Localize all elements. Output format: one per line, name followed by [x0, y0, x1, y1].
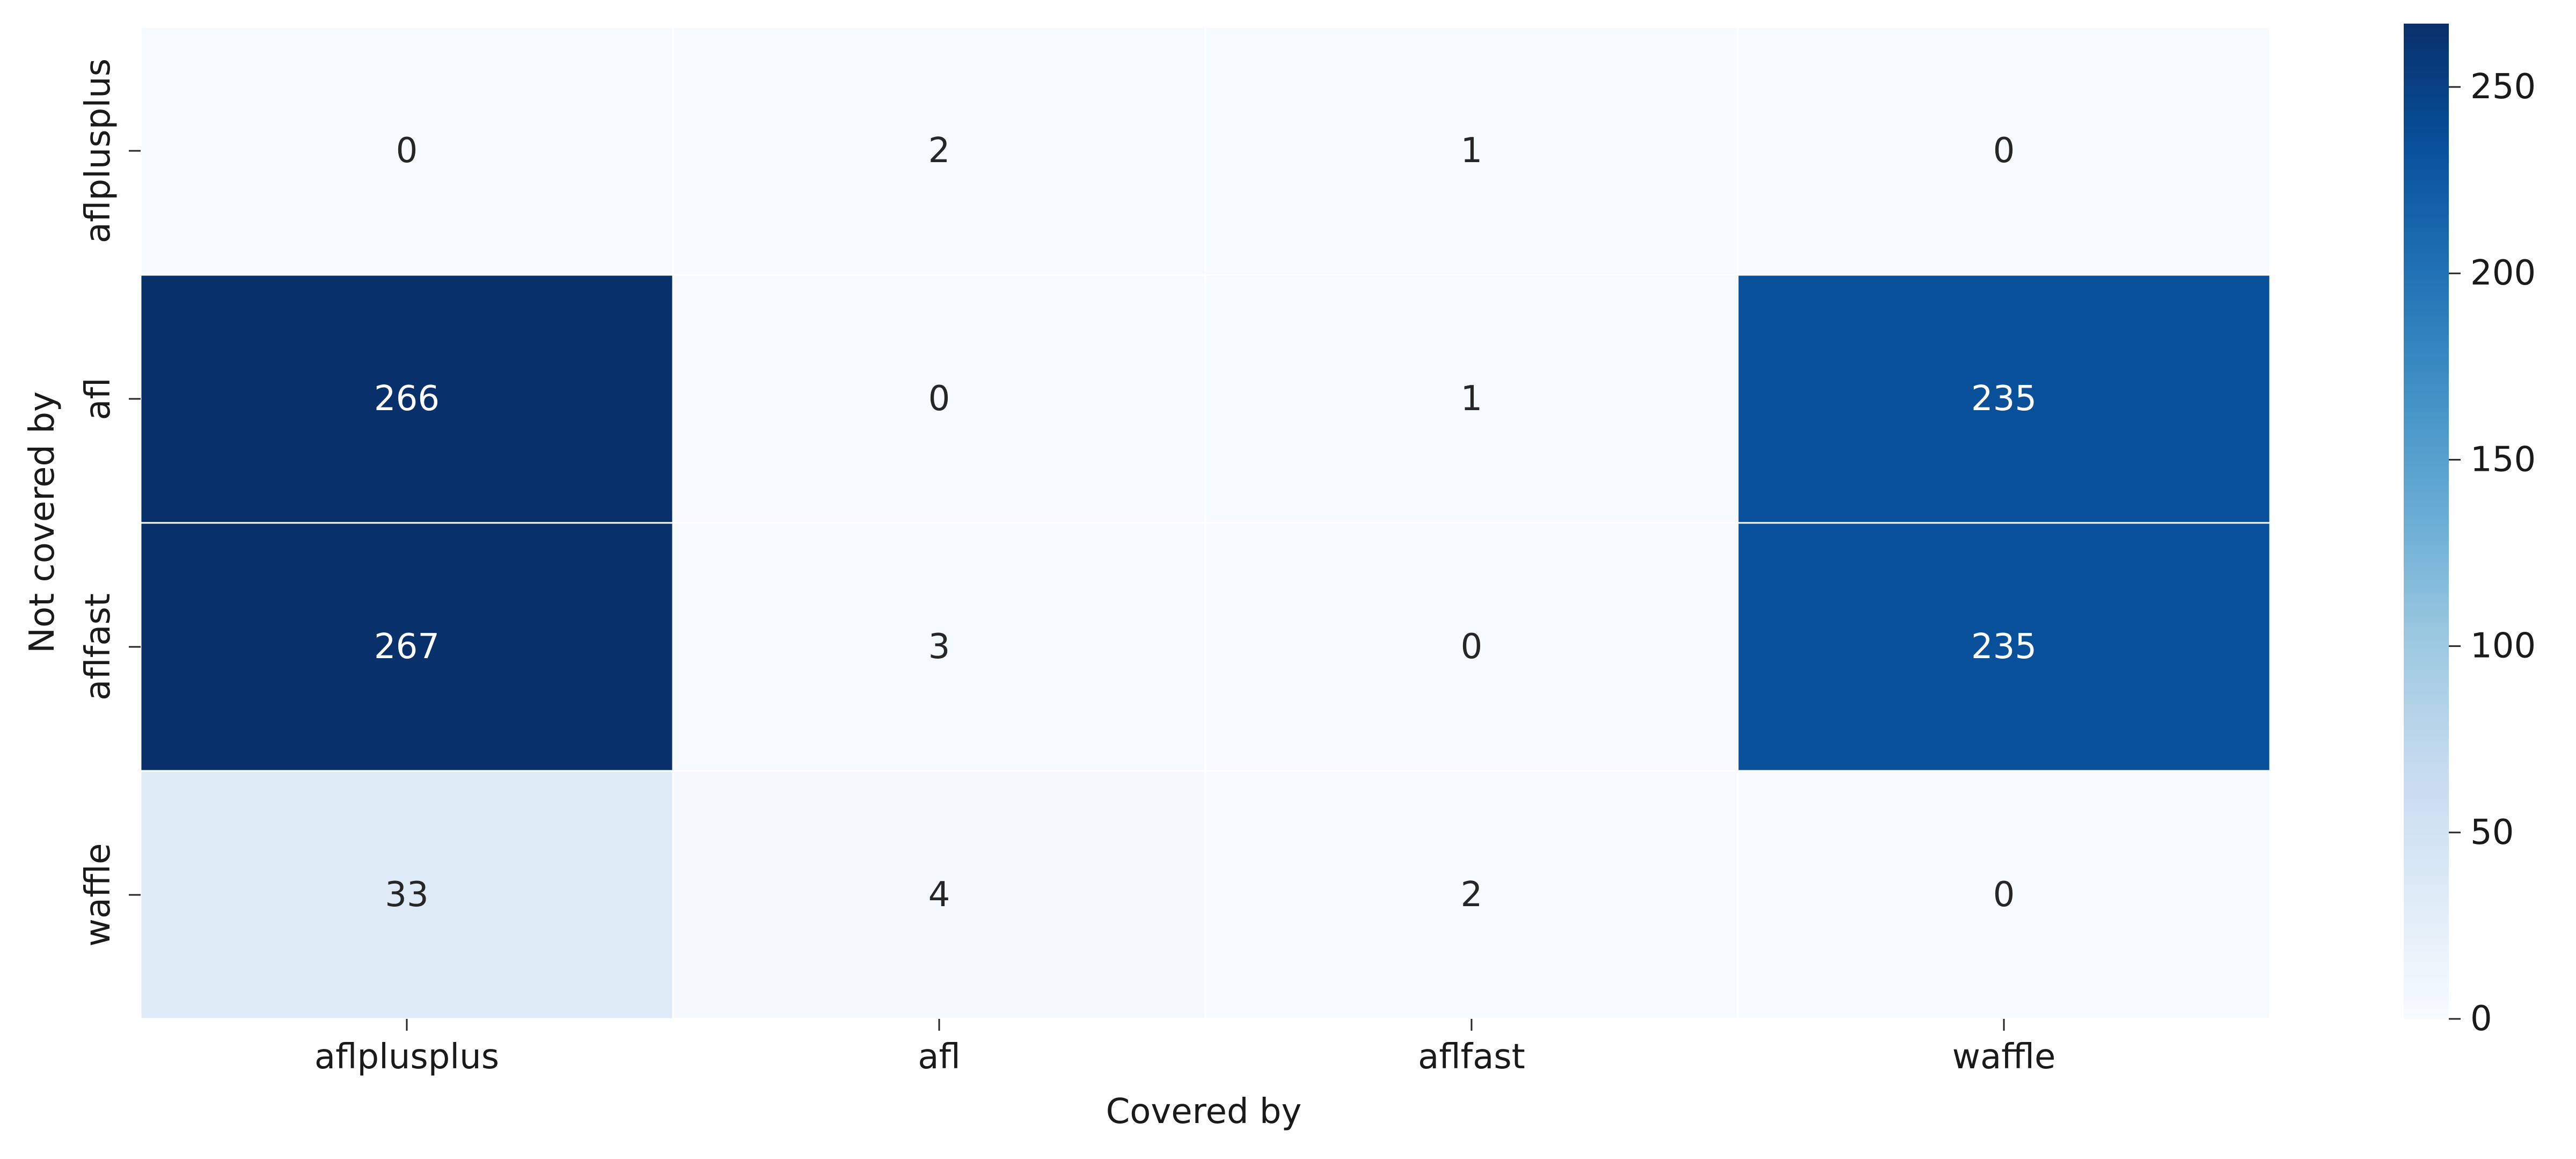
colorbar-tick-label-3: 150	[2470, 440, 2536, 479]
heatmap-cell-2-1	[672, 522, 1206, 772]
cell-value-label-1-2: 1	[1461, 379, 1483, 419]
y-tick-label-0: aflplusplus	[78, 59, 118, 243]
cell-value-label-3-1: 4	[928, 875, 950, 915]
cell-value-label-2-0: 267	[374, 627, 440, 667]
colorbar-tick-label-1: 50	[2470, 813, 2514, 852]
heatmap-cell-3-2	[1204, 770, 1739, 1020]
heatmap-cell-1-0	[140, 274, 674, 524]
x-axis: aflplusplus afl aflfast waffle	[314, 1019, 2055, 1077]
cell-annotations: 0 2 1 0 266 0 1 235 267 3 0 235 33 4 2 0	[374, 131, 2037, 915]
heatmap-cell-3-1	[672, 770, 1206, 1020]
cell-value-label-3-3: 0	[1993, 875, 2015, 915]
y-tick-label-1: afl	[78, 377, 118, 420]
colorbar-tick-label-4: 200	[2470, 253, 2536, 293]
x-axis-title: Covered by	[1106, 1092, 1302, 1132]
colorbar-tick-label-5: 250	[2470, 67, 2536, 107]
y-axis-title: Not covered by	[23, 391, 62, 653]
cell-value-label-2-3: 235	[1971, 627, 2037, 667]
y-tick-label-3: waffle	[78, 843, 118, 947]
heatmap-cell-0-2	[1204, 26, 1739, 276]
y-tick-label-2: aflfast	[78, 593, 118, 701]
cell-value-label-2-1: 3	[928, 627, 950, 667]
cell-value-label-0-0: 0	[396, 131, 418, 171]
x-tick-label-2: aflfast	[1418, 1037, 1525, 1077]
cell-value-label-3-0: 33	[385, 875, 428, 915]
colorbar-tick-label-2: 100	[2470, 626, 2536, 666]
heatmap-cell-1-1	[672, 274, 1206, 524]
heatmap-cell-1-3	[1737, 274, 2271, 524]
cell-value-label-2-2: 0	[1461, 627, 1483, 667]
colorbar-tick-label-0: 0	[2470, 999, 2492, 1039]
heatmap-cell-0-1	[672, 26, 1206, 276]
x-tick-label-1: afl	[918, 1037, 961, 1077]
heatmap-cell-3-0	[140, 770, 674, 1020]
cell-value-label-1-1: 0	[928, 379, 950, 419]
y-axis: aflplusplus afl aflfast waffle	[78, 59, 141, 946]
heatmap-cell-0-3	[1737, 26, 2271, 276]
x-tick-label-3: waffle	[1952, 1037, 2056, 1077]
heatmap-cell-2-3	[1737, 522, 2271, 772]
heatmap-cell-0-0	[140, 26, 674, 276]
cell-value-label-0-2: 1	[1461, 131, 1483, 171]
heatmap-cells	[140, 26, 2271, 1020]
cell-value-label-3-2: 2	[1461, 875, 1483, 915]
cell-value-label-0-3: 0	[1993, 131, 2015, 171]
heatmap-cell-1-2	[1204, 274, 1739, 524]
colorbar-gradient	[2404, 24, 2449, 1019]
cell-value-label-0-1: 2	[928, 131, 950, 171]
cell-value-label-1-0: 266	[374, 379, 440, 419]
x-tick-label-0: aflplusplus	[314, 1037, 499, 1077]
colorbar: 0 50 100 150 200 250	[2404, 24, 2536, 1039]
cell-value-label-1-3: 235	[1971, 379, 2037, 419]
heatmap-cell-3-3	[1737, 770, 2271, 1020]
